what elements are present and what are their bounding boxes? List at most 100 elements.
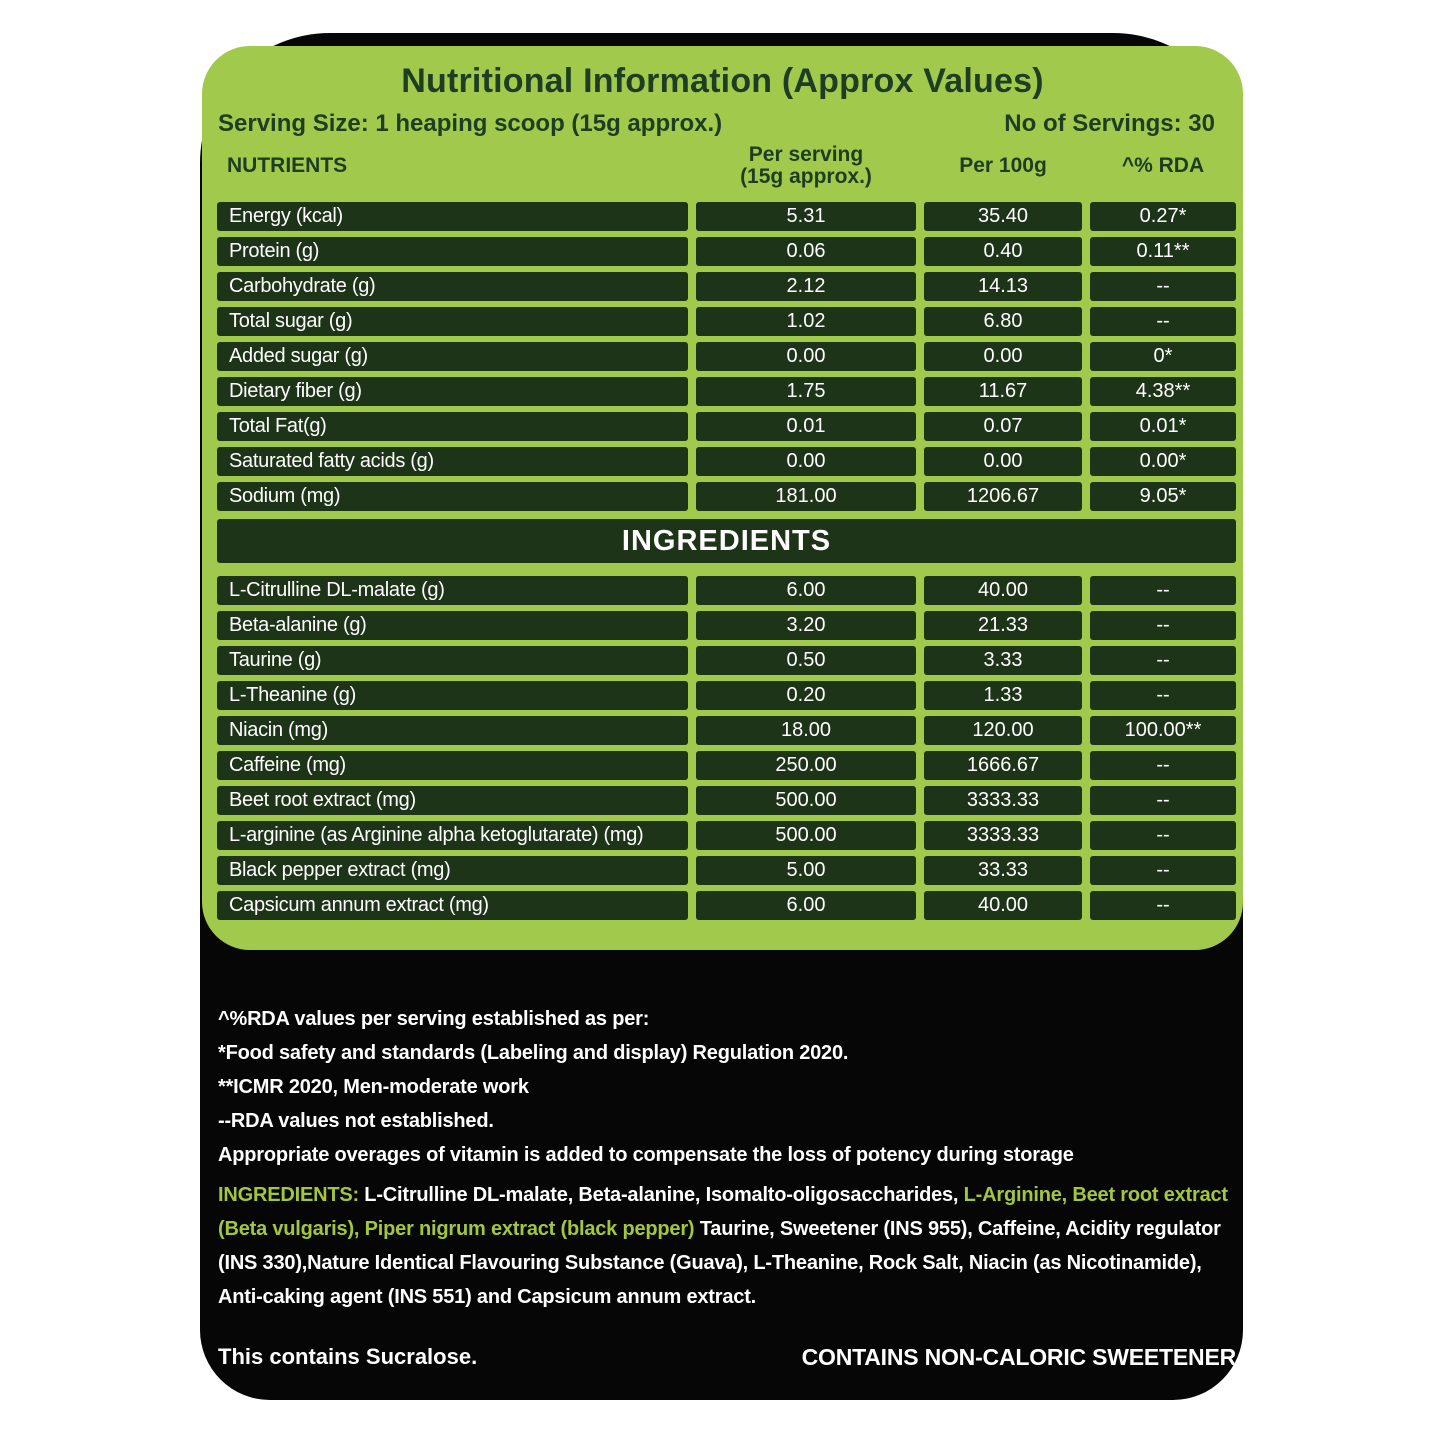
non-caloric-sweetener-statement: CONTAINS NON-CALORIC SWEETENER — [801, 1344, 1237, 1370]
ingredients-paragraph-segment: L-Citrulline DL-malate, Beta-alanine, Is… — [364, 1184, 964, 1206]
nutrient-row-rda: 0.00* — [1090, 447, 1236, 476]
nutrient-row-name: Added sugar (g) — [217, 342, 688, 371]
nutrient-row-name: Total Fat(g) — [217, 412, 688, 441]
nutrient-row-per-serving: 0.00 — [696, 342, 916, 371]
bottom-statements: This contains Sucralose. CONTAINS NON-CA… — [218, 1344, 1236, 1371]
header-per-100g: Per 100g — [959, 154, 1047, 177]
sucralose-statement: This contains Sucralose. — [218, 1344, 478, 1369]
footnote-line: --RDA values not established. — [218, 1110, 494, 1132]
nutrient-row-name: Carbohydrate (g) — [217, 272, 688, 301]
nutrient-row-per-100g: 14.13 — [924, 272, 1082, 301]
ingredient-row-per-100g: 40.00 — [924, 576, 1082, 605]
nutrient-row-rda: 0.11** — [1090, 237, 1236, 266]
ingredient-row-rda: -- — [1090, 786, 1236, 815]
footnote-line: ^%RDA values per serving established as … — [218, 1008, 650, 1030]
nutrient-row-per-100g: 11.67 — [924, 377, 1082, 406]
nutrient-row-per-serving: 2.12 — [696, 272, 916, 301]
nutrient-row-per-serving: 5.31 — [696, 202, 916, 231]
ingredient-row-rda: -- — [1090, 646, 1236, 675]
header-nutrients: NUTRIENTS — [227, 154, 348, 177]
nutrient-row-name: Total sugar (g) — [217, 307, 688, 336]
nutrient-row-name: Energy (kcal) — [217, 202, 688, 231]
panel-title: Nutritional Information (Approx Values) — [401, 62, 1044, 100]
ingredients-paragraph-segment: L-Arginine, Beet root extract (Beta vulg… — [218, 1184, 1228, 1240]
ingredient-row-name: Taurine (g) — [217, 646, 688, 675]
ingredient-row-per-100g: 3.33 — [924, 646, 1082, 675]
ingredient-row-name: L-arginine (as Arginine alpha ketoglutar… — [217, 821, 688, 850]
nutrient-row-per-100g: 1206.67 — [924, 482, 1082, 511]
nutrient-row-per-100g: 35.40 — [924, 202, 1082, 231]
header-per-serving: Per serving (15g approx.) — [696, 144, 916, 188]
ingredients-paragraph-segment: Taurine, Sweetener (INS 955), Caffeine, … — [218, 1218, 1221, 1308]
table-column-headers: NUTRIENTS Per serving (15g approx.) Per … — [217, 144, 1236, 188]
ingredient-row-name: L-Citrulline DL-malate (g) — [217, 576, 688, 605]
nutrient-row-per-100g: 0.07 — [924, 412, 1082, 441]
nutrient-row-name: Dietary fiber (g) — [217, 377, 688, 406]
nutrient-row-rda: 9.05* — [1090, 482, 1236, 511]
footnote-line: **ICMR 2020, Men-moderate work — [218, 1076, 529, 1098]
ingredient-row-name: Capsicum annum extract (mg) — [217, 891, 688, 920]
nutrient-row-per-serving: 181.00 — [696, 482, 916, 511]
ingredient-row-name: Niacin (mg) — [217, 716, 688, 745]
ingredient-row-rda: -- — [1090, 576, 1236, 605]
ingredient-row-rda: -- — [1090, 856, 1236, 885]
ingredient-row-per-100g: 120.00 — [924, 716, 1082, 745]
ingredient-row-per-serving: 6.00 — [696, 891, 916, 920]
ingredients-section-header: INGREDIENTS — [217, 519, 1236, 563]
ingredient-row-per-100g: 3333.33 — [924, 821, 1082, 850]
ingredient-row-per-100g: 1666.67 — [924, 751, 1082, 780]
ingredient-row-per-serving: 0.20 — [696, 681, 916, 710]
nutrient-row-per-100g: 0.40 — [924, 237, 1082, 266]
ingredient-row-per-serving: 500.00 — [696, 786, 916, 815]
ingredient-row-per-serving: 250.00 — [696, 751, 916, 780]
ingredient-row-per-100g: 33.33 — [924, 856, 1082, 885]
nutrient-row-per-serving: 1.75 — [696, 377, 916, 406]
nutrient-row-per-serving: 0.00 — [696, 447, 916, 476]
nutrient-row-name: Saturated fatty acids (g) — [217, 447, 688, 476]
ingredient-row-rda: -- — [1090, 681, 1236, 710]
nutrition-facts-panel: Nutritional Information (Approx Values) … — [202, 46, 1243, 950]
ingredient-row-per-serving: 0.50 — [696, 646, 916, 675]
ingredient-row-per-serving: 6.00 — [696, 576, 916, 605]
ingredient-row-name: Beet root extract (mg) — [217, 786, 688, 815]
nutrient-row-per-100g: 6.80 — [924, 307, 1082, 336]
nutrient-row-per-100g: 0.00 — [924, 447, 1082, 476]
footnote-line: Appropriate overages of vitamin is added… — [218, 1144, 1074, 1166]
ingredient-row-name: Beta-alanine (g) — [217, 611, 688, 640]
ingredient-row-per-100g: 1.33 — [924, 681, 1082, 710]
header-rda: ^% RDA — [1121, 154, 1205, 177]
nutrient-row-name: Protein (g) — [217, 237, 688, 266]
ingredient-row-rda: -- — [1090, 891, 1236, 920]
ingredients-table: L-Citrulline DL-malate (g) 6.00 40.00 -- Bet… — [217, 576, 1236, 920]
ingredient-row-name: Black pepper extract (mg) — [217, 856, 688, 885]
servings-count-text: No of Servings: 30 — [1004, 110, 1215, 137]
rda-footnotes: ^%RDA values per serving established as … — [218, 1002, 1233, 1172]
ingredient-row-per-100g: 21.33 — [924, 611, 1082, 640]
nutrient-row-rda: -- — [1090, 272, 1236, 301]
nutrient-row-per-100g: 0.00 — [924, 342, 1082, 371]
nutrients-table: Energy (kcal) 5.31 35.40 0.27* Protein (g) 0.… — [217, 202, 1236, 511]
ingredient-row-rda: -- — [1090, 611, 1236, 640]
serving-info-row: Serving Size: 1 heaping scoop (15g appro… — [218, 110, 1215, 138]
ingredient-row-per-serving: 18.00 — [696, 716, 916, 745]
header-per-serving-line1: Per serving — [748, 143, 864, 166]
nutrient-row-per-serving: 0.01 — [696, 412, 916, 441]
ingredients-list-paragraph: INGREDIENTS: L-Citrulline DL-malate, Bet… — [218, 1178, 1243, 1314]
ingredient-row-per-100g: 40.00 — [924, 891, 1082, 920]
ingredient-row-name: L-Theanine (g) — [217, 681, 688, 710]
nutrient-row-name: Sodium (mg) — [217, 482, 688, 511]
nutrient-row-rda: 0.27* — [1090, 202, 1236, 231]
nutrient-row-rda: 4.38** — [1090, 377, 1236, 406]
nutrient-row-rda: 0* — [1090, 342, 1236, 371]
ingredient-row-rda: -- — [1090, 751, 1236, 780]
ingredient-row-name: Caffeine (mg) — [217, 751, 688, 780]
serving-size-text: Serving Size: 1 heaping scoop (15g appro… — [218, 110, 723, 137]
nutrient-row-rda: -- — [1090, 307, 1236, 336]
header-per-serving-line2: (15g approx.) — [740, 165, 872, 188]
ingredient-row-per-serving: 500.00 — [696, 821, 916, 850]
ingredient-row-per-serving: 3.20 — [696, 611, 916, 640]
nutrient-row-per-serving: 0.06 — [696, 237, 916, 266]
ingredient-row-rda: 100.00** — [1090, 716, 1236, 745]
footnote-line: *Food safety and standards (Labeling and… — [218, 1042, 849, 1064]
